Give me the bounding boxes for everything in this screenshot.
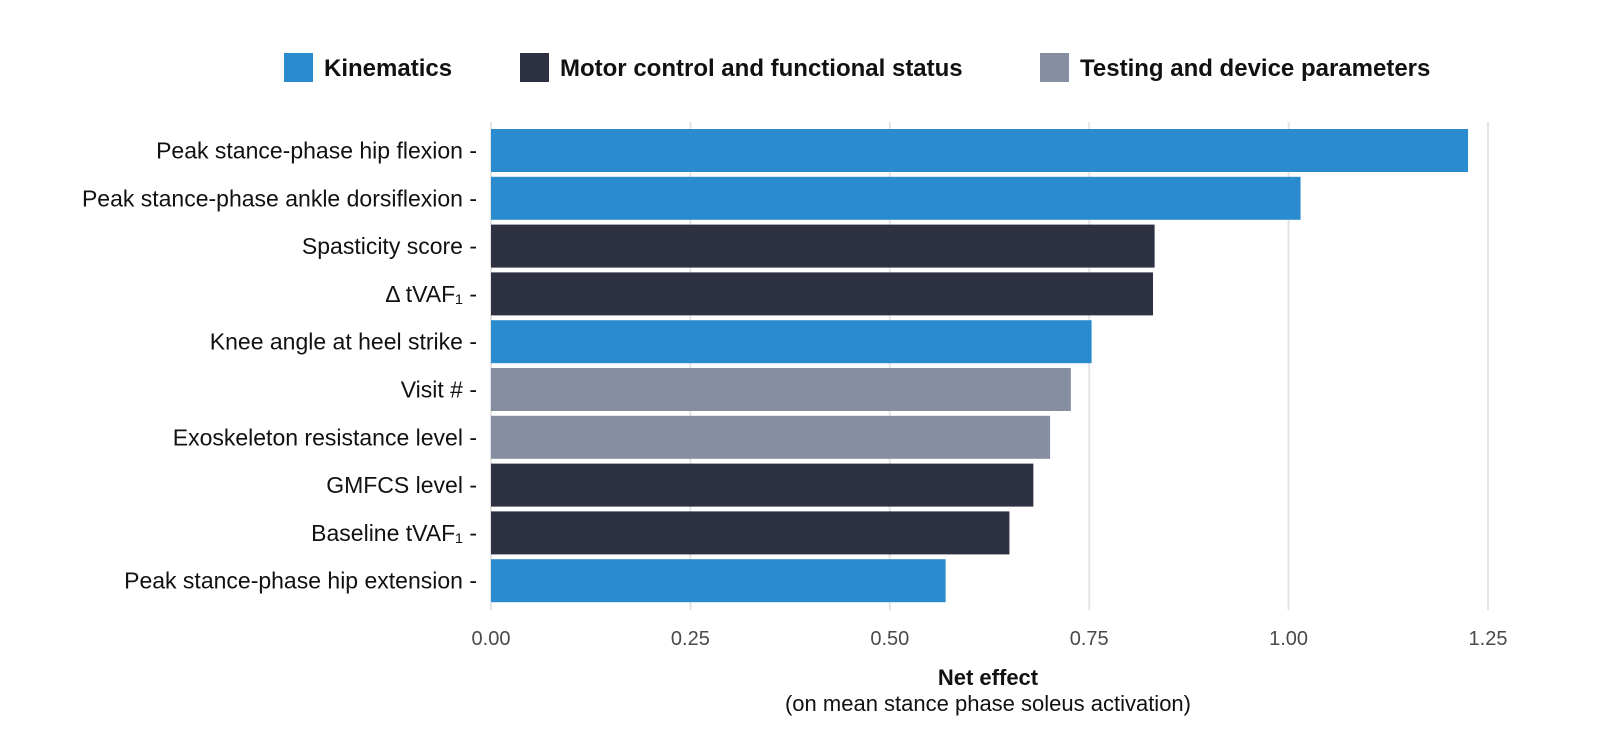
legend-label-kinematics: Kinematics xyxy=(324,55,452,82)
legend-swatch-motor-control-and-functional-status xyxy=(520,53,549,82)
category-label: Knee angle at heel strike - xyxy=(210,329,477,355)
x-tick-label: 0.50 xyxy=(870,628,909,650)
bar-exoskeleton-resistance-level xyxy=(491,415,1051,459)
x-axis-title: Net effect xyxy=(938,665,1039,690)
x-tick-label: 1.25 xyxy=(1469,628,1508,650)
legend: Kinematics Motor control and functional s… xyxy=(284,53,1430,82)
x-tick-label: 0.25 xyxy=(671,628,710,650)
legend-swatch-kinematics xyxy=(284,53,313,82)
legend-label-testing-and-device-parameters: Testing and device parameters xyxy=(1080,55,1430,82)
x-axis-subtitle: (on mean stance phase soleus activation) xyxy=(785,691,1191,716)
category-label: Peak stance-phase hip flexion - xyxy=(156,138,477,164)
bar-spasticity-score xyxy=(491,224,1155,268)
bar-peak-stance-phase-ankle-dorsiflexion xyxy=(491,176,1301,220)
bars xyxy=(491,129,1469,603)
x-tick-label: 0.75 xyxy=(1070,628,1109,650)
category-label: GMFCS level - xyxy=(326,472,477,498)
bar-knee-angle-at-heel-strike xyxy=(491,320,1092,364)
legend-swatch-testing-and-device-parameters xyxy=(1040,53,1069,82)
bar-gmfcs-level xyxy=(491,463,1034,507)
bar-baseline-tvaf xyxy=(491,511,1010,555)
category-label: Exoskeleton resistance level - xyxy=(173,424,477,450)
bar-peak-stance-phase-hip-flexion xyxy=(491,129,1469,172)
x-tick-label: 1.00 xyxy=(1269,628,1308,650)
bar-peak-stance-phase-hip-extension xyxy=(491,559,946,603)
category-label: Visit # - xyxy=(401,377,477,403)
bar-tvaf xyxy=(491,272,1154,316)
category-label: Spasticity score - xyxy=(302,233,477,259)
bar-visit xyxy=(491,368,1071,411)
category-label: Peak stance-phase ankle dorsiflexion - xyxy=(82,185,477,211)
legend-label-motor-control-and-functional-status: Motor control and functional status xyxy=(560,55,963,82)
category-labels: Peak stance-phase hip flexion - Peak stan… xyxy=(82,138,477,594)
category-label: Baseline tVAF₁ - xyxy=(311,520,477,546)
category-label: Δ tVAF₁ - xyxy=(385,281,477,307)
category-label: Peak stance-phase hip extension - xyxy=(124,568,477,594)
x-tick-label: 0.00 xyxy=(472,628,511,650)
x-axis-ticks: 0.00 0.25 0.50 0.75 1.00 1.25 xyxy=(472,628,1508,650)
